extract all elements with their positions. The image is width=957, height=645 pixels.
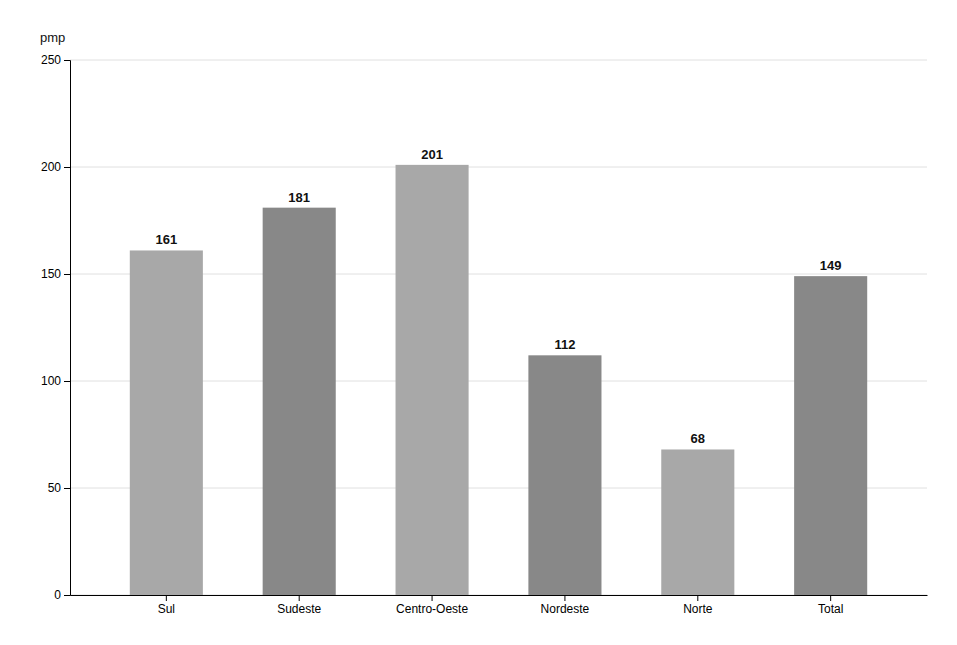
y-tick: 100 (41, 374, 70, 388)
x-tick: Sudeste (277, 595, 321, 616)
grid (70, 60, 927, 595)
data-labels: 161 181 201 112 68 149 (155, 147, 841, 447)
y-tick-mark (64, 167, 70, 168)
y-tick-label: 0 (54, 588, 61, 602)
x-tick-mark (564, 595, 565, 601)
data-label: 181 (288, 190, 310, 205)
bar (263, 208, 336, 595)
y-tick: 50 (48, 481, 70, 495)
x-tick-mark (830, 595, 831, 601)
data-label: 149 (820, 258, 842, 273)
y-axis-title: pmp (40, 30, 65, 45)
y-tick-mark (64, 60, 70, 61)
x-tick: Sul (158, 595, 175, 616)
x-tick-mark (697, 595, 698, 601)
y-axis-line (64, 61, 71, 596)
x-tick: Total (818, 595, 843, 616)
x-tick-label: Sul (158, 602, 175, 616)
x-tick: Norte (683, 595, 713, 616)
y-tick-mark (64, 381, 70, 382)
x-tick-label: Total (818, 602, 843, 616)
y-tick: 200 (41, 160, 70, 174)
x-tick-mark (299, 595, 300, 601)
data-label: 112 (554, 337, 575, 352)
x-tick-label: Nordeste (541, 602, 590, 616)
data-label: 161 (155, 232, 177, 247)
x-tick-label: Norte (683, 602, 713, 616)
data-label: 201 (421, 147, 443, 162)
bar (794, 276, 867, 595)
y-tick-label: 250 (41, 53, 61, 67)
bars (130, 165, 867, 595)
y-tick-mark (64, 488, 70, 489)
grid-line (70, 60, 927, 61)
data-label: 68 (691, 431, 705, 446)
grid-line (70, 167, 927, 168)
y-tick-mark (64, 274, 70, 275)
y-tick: 0 (54, 588, 70, 602)
x-tick-label: Centro-Oeste (396, 602, 468, 616)
bar (661, 449, 734, 595)
x-tick-mark (432, 595, 433, 601)
x-tick-label: Sudeste (277, 602, 321, 616)
bar (130, 250, 203, 595)
y-tick-label: 50 (48, 481, 62, 495)
y-tick: 250 (41, 53, 70, 67)
y-tick-mark (64, 595, 70, 596)
bar (396, 165, 469, 595)
y-tick-label: 100 (41, 374, 61, 388)
x-tick-mark (166, 595, 167, 601)
x-tick: Nordeste (541, 595, 590, 616)
x-axis-line (71, 595, 928, 596)
y-tick-label: 200 (41, 160, 61, 174)
x-tick: Centro-Oeste (396, 595, 468, 616)
chart-svg: 0 50 100 150 200 250 Sul Sudeste Centro-Oeste Nor… (0, 0, 957, 645)
y-tick: 150 (41, 267, 70, 281)
x-axis: Sul Sudeste Centro-Oeste Nordeste Norte Total (71, 595, 928, 616)
bar (528, 355, 601, 595)
plot-area: 0 50 100 150 200 250 Sul Sudeste Centro-Oeste Nor… (41, 53, 928, 615)
y-tick-label: 150 (41, 267, 61, 281)
y-axis: 0 50 100 150 200 250 (41, 53, 71, 602)
